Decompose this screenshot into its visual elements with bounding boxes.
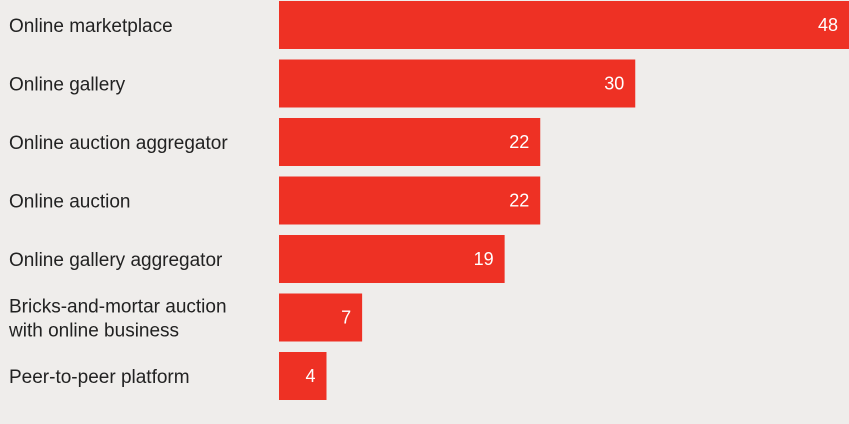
category-label-line: Peer-to-peer platform bbox=[9, 367, 190, 388]
category-label-line: with online business bbox=[8, 321, 179, 342]
category-label-line: Online marketplace bbox=[9, 16, 173, 37]
category-label: Online gallery aggregator bbox=[9, 250, 223, 271]
bar bbox=[279, 118, 541, 166]
category-label-line: Online auction aggregator bbox=[9, 133, 228, 154]
category-label-line: Bricks-and-mortar auction bbox=[9, 297, 227, 318]
bar bbox=[279, 293, 363, 342]
category-label: Peer-to-peer platform bbox=[9, 367, 190, 388]
category-label-line: Online gallery aggregator bbox=[9, 250, 223, 271]
value-label: 22 bbox=[509, 132, 529, 152]
value-label: 4 bbox=[305, 366, 315, 386]
bar bbox=[279, 176, 541, 225]
category-label: Online gallery bbox=[9, 75, 126, 96]
category-label-line: Online gallery bbox=[9, 75, 126, 96]
bar bbox=[279, 235, 505, 283]
value-label: 7 bbox=[341, 308, 351, 328]
bar bbox=[279, 1, 849, 49]
bar bbox=[279, 59, 636, 108]
category-label: Bricks-and-mortar auction with online bus… bbox=[8, 297, 227, 342]
bar bbox=[279, 352, 327, 400]
value-label: 30 bbox=[604, 74, 624, 94]
category-label: Online auction aggregator bbox=[9, 133, 228, 154]
category-label: Online auction bbox=[9, 192, 130, 213]
value-label: 19 bbox=[474, 249, 494, 269]
value-label: 22 bbox=[509, 191, 529, 211]
category-label: Online marketplace bbox=[9, 16, 173, 37]
value-label: 48 bbox=[818, 15, 838, 35]
category-label-line: Online auction bbox=[9, 192, 130, 213]
